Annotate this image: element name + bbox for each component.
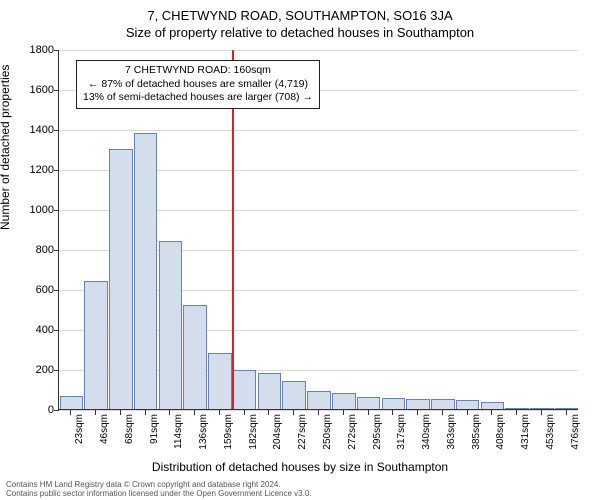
x-tick-mark — [244, 410, 245, 415]
x-tick-label: 340sqm — [421, 414, 432, 464]
x-tick-mark — [293, 410, 294, 415]
histogram-bar — [456, 400, 480, 409]
histogram-bar — [357, 397, 381, 409]
histogram-bar — [233, 370, 257, 409]
x-tick-label: 385sqm — [471, 414, 482, 464]
x-tick-label: 182sqm — [248, 414, 259, 464]
x-tick-mark — [194, 410, 195, 415]
histogram-bar — [555, 408, 579, 409]
histogram-bar — [183, 305, 207, 409]
x-tick-label: 408sqm — [495, 414, 506, 464]
chart-container: 7, CHETWYND ROAD, SOUTHAMPTON, SO16 3JA … — [0, 0, 600, 500]
x-tick-label: 295sqm — [372, 414, 383, 464]
y-tick-label: 1400 — [14, 124, 54, 136]
x-tick-label: 431sqm — [520, 414, 531, 464]
x-tick-label: 46sqm — [99, 414, 110, 464]
x-tick-mark — [491, 410, 492, 415]
histogram-bar — [307, 391, 331, 409]
histogram-bar — [109, 149, 133, 409]
footer-attribution: Contains HM Land Registry data © Crown c… — [6, 480, 312, 498]
x-tick-mark — [145, 410, 146, 415]
histogram-bar — [332, 393, 356, 409]
histogram-bar — [505, 408, 529, 409]
x-tick-label: 476sqm — [570, 414, 581, 464]
x-tick-mark — [516, 410, 517, 415]
histogram-bar — [530, 408, 554, 409]
y-tick-label: 200 — [14, 364, 54, 376]
x-tick-label: 317sqm — [396, 414, 407, 464]
y-tick-label: 0 — [14, 404, 54, 416]
x-tick-label: 23sqm — [74, 414, 85, 464]
annotation-line3: 13% of semi-detached houses are larger (… — [83, 91, 313, 105]
y-tick-mark — [54, 170, 59, 171]
grid-line — [59, 130, 578, 131]
histogram-bar — [84, 281, 108, 409]
y-tick-mark — [54, 130, 59, 131]
y-tick-mark — [54, 250, 59, 251]
x-tick-mark — [541, 410, 542, 415]
x-axis-label: Distribution of detached houses by size … — [0, 460, 600, 474]
histogram-bar — [159, 241, 183, 409]
y-tick-mark — [54, 290, 59, 291]
histogram-bar — [208, 353, 232, 409]
chart-plot-area: 7 CHETWYND ROAD: 160sqm ← 87% of detache… — [58, 50, 578, 410]
chart-title-sub: Size of property relative to detached ho… — [0, 23, 600, 40]
y-tick-label: 1000 — [14, 204, 54, 216]
annotation-box: 7 CHETWYND ROAD: 160sqm ← 87% of detache… — [76, 60, 320, 109]
y-tick-label: 400 — [14, 324, 54, 336]
y-axis-label: Number of detached properties — [0, 65, 12, 230]
x-tick-label: 227sqm — [297, 414, 308, 464]
x-tick-label: 363sqm — [446, 414, 457, 464]
y-tick-label: 1200 — [14, 164, 54, 176]
y-tick-mark — [54, 410, 59, 411]
annotation-line2: ← 87% of detached houses are smaller (4,… — [83, 78, 313, 92]
x-tick-label: 159sqm — [223, 414, 234, 464]
x-tick-mark — [442, 410, 443, 415]
annotation-line1: 7 CHETWYND ROAD: 160sqm — [83, 64, 313, 78]
histogram-bar — [382, 398, 406, 409]
x-tick-mark — [219, 410, 220, 415]
x-tick-label: 272sqm — [347, 414, 358, 464]
x-tick-mark — [70, 410, 71, 415]
footer-line1: Contains HM Land Registry data © Crown c… — [6, 480, 312, 489]
histogram-bar — [60, 396, 84, 409]
histogram-bar — [406, 399, 430, 409]
histogram-bar — [431, 399, 455, 409]
x-tick-label: 250sqm — [322, 414, 333, 464]
x-tick-mark — [95, 410, 96, 415]
histogram-bar — [481, 402, 505, 409]
y-tick-label: 600 — [14, 284, 54, 296]
grid-line — [59, 50, 578, 51]
x-tick-label: 91sqm — [149, 414, 160, 464]
y-tick-mark — [54, 50, 59, 51]
x-tick-label: 114sqm — [173, 414, 184, 464]
x-tick-mark — [169, 410, 170, 415]
x-tick-mark — [268, 410, 269, 415]
x-tick-mark — [467, 410, 468, 415]
x-tick-mark — [392, 410, 393, 415]
y-tick-label: 1800 — [14, 44, 54, 56]
x-tick-mark — [566, 410, 567, 415]
x-tick-mark — [120, 410, 121, 415]
x-tick-label: 453sqm — [545, 414, 556, 464]
footer-line2: Contains public sector information licen… — [6, 489, 312, 498]
y-tick-label: 1600 — [14, 84, 54, 96]
y-tick-mark — [54, 330, 59, 331]
y-tick-mark — [54, 210, 59, 211]
y-tick-label: 800 — [14, 244, 54, 256]
histogram-bar — [134, 133, 158, 409]
histogram-bar — [258, 373, 282, 409]
x-tick-mark — [318, 410, 319, 415]
chart-title-main: 7, CHETWYND ROAD, SOUTHAMPTON, SO16 3JA — [0, 0, 600, 23]
x-tick-label: 204sqm — [272, 414, 283, 464]
y-tick-mark — [54, 90, 59, 91]
x-tick-mark — [368, 410, 369, 415]
x-tick-mark — [343, 410, 344, 415]
histogram-bar — [282, 381, 306, 409]
x-tick-label: 136sqm — [198, 414, 209, 464]
x-tick-mark — [417, 410, 418, 415]
y-tick-mark — [54, 370, 59, 371]
x-tick-label: 68sqm — [124, 414, 135, 464]
